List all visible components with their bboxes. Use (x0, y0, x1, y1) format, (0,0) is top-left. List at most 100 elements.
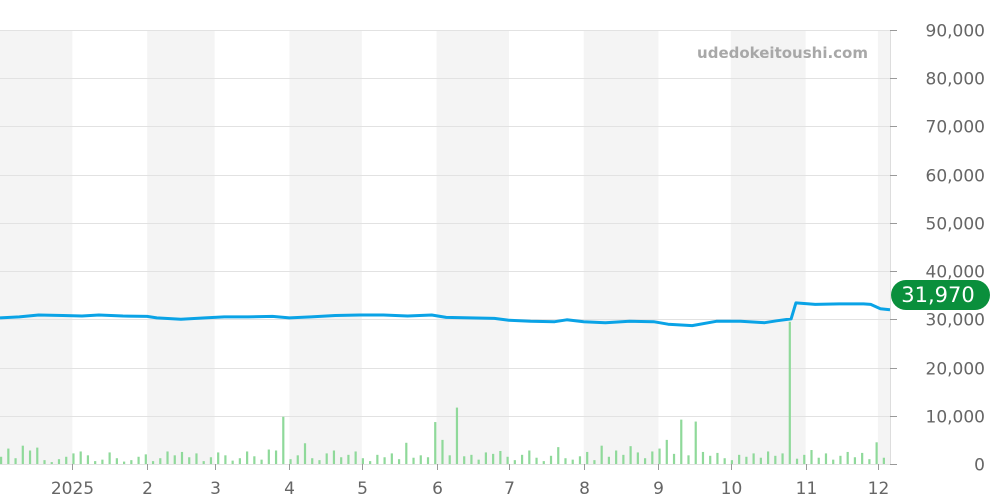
volume-bar (426, 457, 430, 464)
volume-bar (752, 453, 755, 464)
volume-bar (50, 462, 53, 464)
volume-bar (578, 456, 582, 464)
volume-bar (376, 454, 379, 464)
month-shade (147, 30, 215, 464)
x-tick-label: 8 (579, 479, 590, 499)
x-tick-label: 12 (868, 479, 890, 499)
month-shade (730, 30, 806, 464)
volume-bar (441, 439, 444, 464)
x-tick-label: 10 (721, 479, 743, 499)
volume-bar (593, 460, 596, 464)
volume-bar (43, 460, 46, 464)
volume-bar (861, 452, 864, 464)
volume-bar (665, 439, 668, 464)
volume-bar (369, 461, 372, 464)
x-tick-label: 5 (357, 479, 368, 499)
volume-bar (282, 416, 285, 464)
x-tick-label: 3 (210, 479, 221, 499)
volume-bar (680, 419, 683, 464)
volume-bar (470, 454, 473, 464)
volume-bar (412, 457, 415, 464)
volume-bar (144, 454, 147, 464)
volume-bar (274, 450, 278, 464)
volume-bar (723, 458, 726, 464)
volume-bar (209, 457, 213, 464)
volume-bar (484, 452, 487, 464)
volume-bar (260, 459, 263, 464)
volume-bar (535, 457, 538, 464)
volume-bar (571, 459, 574, 464)
volume-bar (202, 461, 205, 464)
volume-bar (246, 451, 249, 464)
month-shade (289, 30, 362, 464)
volume-bar (817, 457, 820, 464)
volume-bar (564, 458, 567, 464)
volume-bar (759, 457, 762, 464)
x-tick-label: 11 (796, 479, 818, 499)
x-axis: 2025 2 3 4 5 6 7 8 9 10 11 12 (51, 464, 889, 499)
volume-bar (528, 450, 531, 464)
volume-bar (311, 458, 314, 464)
x-tick-label: 2 (142, 479, 153, 499)
gridlines (0, 30, 890, 465)
volume-bar (672, 453, 676, 464)
volume-bar (846, 451, 849, 464)
x-tick-label: 7 (504, 479, 515, 499)
volume-bar (716, 452, 719, 464)
volume-bar (586, 451, 589, 464)
volume-bar (28, 450, 32, 464)
volume-bar (448, 455, 451, 464)
volume-bar (774, 455, 777, 464)
volume-bar (875, 442, 878, 464)
volume-bar (231, 460, 234, 464)
volume-bar (115, 458, 118, 464)
volume-bar (65, 456, 68, 464)
volume-bar (730, 460, 734, 464)
volume-bar (520, 454, 524, 464)
volume-bars (0, 321, 885, 464)
volume-bar (101, 459, 104, 464)
volume-bar (7, 448, 10, 464)
volume-bar (137, 456, 140, 464)
month-shade (0, 30, 73, 464)
volume-bar (347, 454, 350, 464)
x-tick-label: 9 (653, 479, 664, 499)
volume-bar (622, 454, 625, 464)
volume-bar (600, 445, 603, 464)
volume-bar (36, 447, 39, 464)
volume-bar (188, 457, 191, 464)
volume-bar (296, 455, 299, 464)
x-tick-label: 4 (284, 479, 295, 499)
x-tick-label: 2025 (51, 479, 94, 499)
volume-bar (882, 457, 885, 464)
y-tick-label: 20,000 (926, 360, 985, 380)
volume-bar (195, 453, 198, 464)
volume-bar (390, 453, 393, 464)
volume-bar (14, 458, 17, 464)
current-value-label: 31,970 (901, 283, 974, 307)
month-shade (583, 30, 659, 464)
volume-bar (86, 455, 90, 464)
y-tick-label: 30,000 (926, 311, 985, 331)
volume-bar (803, 454, 806, 464)
volume-bar (499, 450, 502, 464)
y-tick-label: 10,000 (926, 408, 985, 428)
volume-bar (738, 454, 741, 464)
volume-bar (542, 461, 545, 464)
volume-bar (159, 458, 162, 464)
volume-bar (21, 445, 24, 464)
volume-bar (94, 461, 97, 464)
volume-bar (832, 459, 835, 464)
y-tick-label: 0 (974, 456, 985, 476)
volume-bar (824, 453, 828, 464)
volume-bar (701, 451, 705, 464)
volume-bar (217, 452, 220, 464)
current-value-badge: 31,970 (891, 280, 990, 310)
volume-bar (419, 455, 422, 464)
volume-bar (477, 459, 480, 464)
volume-bar (405, 442, 408, 464)
volume-bar (513, 460, 516, 464)
volume-bar (57, 459, 61, 464)
volume-bar (868, 459, 871, 464)
